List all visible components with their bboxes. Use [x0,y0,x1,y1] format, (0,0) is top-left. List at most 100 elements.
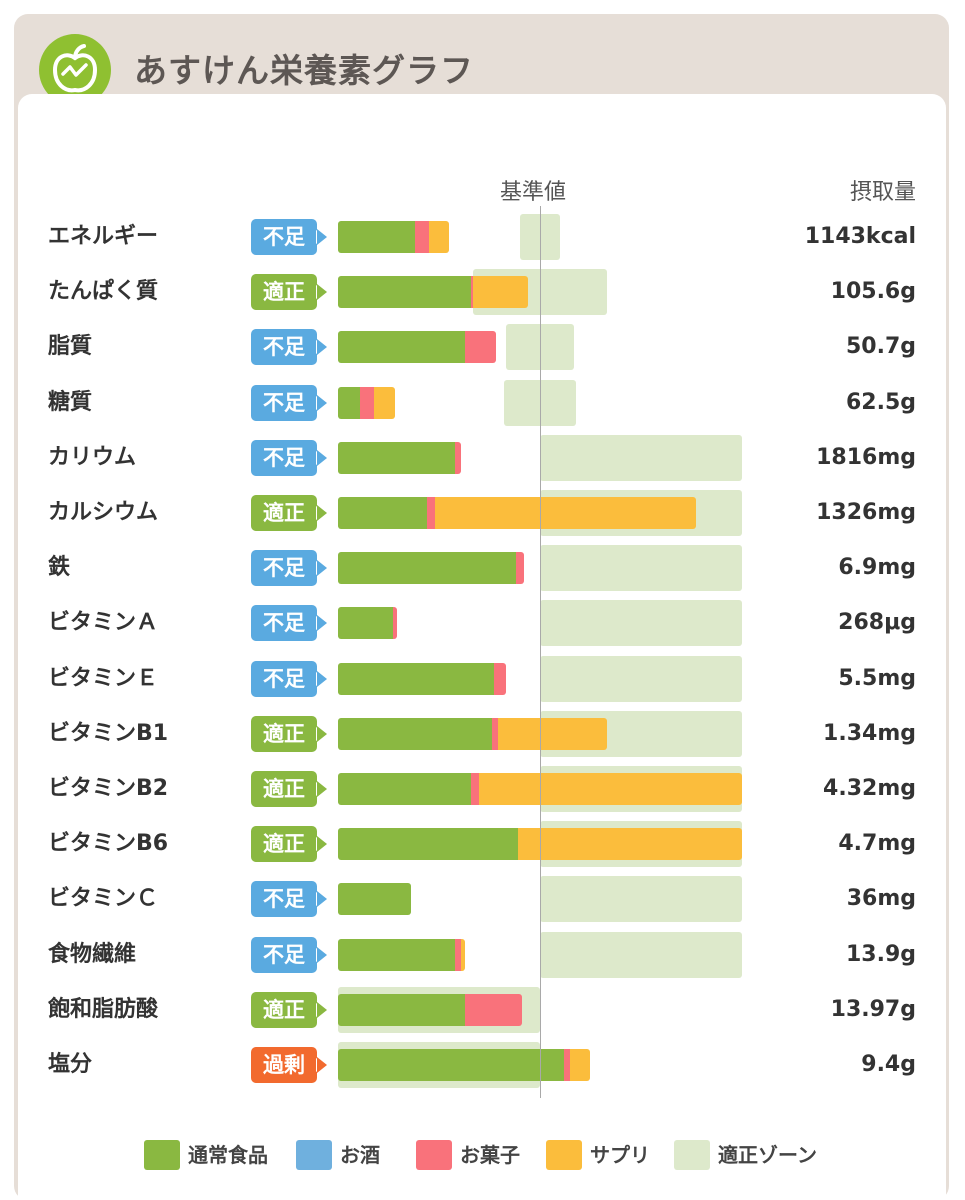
bar-segment-通常食品 [338,221,415,253]
nutrient-label: カルシウム [48,500,159,525]
bar-segment-お菓子 [360,387,375,419]
status-badge-tip [317,836,327,852]
legend-label: お酒 [340,1143,380,1167]
intake-value: 50.7g [845,334,916,359]
status-badge: 不足 [251,937,326,973]
reference-header: 基準値 [500,180,567,205]
status-badge-tip [317,726,327,742]
intake-value: 13.97g [830,997,916,1022]
bar-segment-通常食品 [338,773,472,805]
nutrient-label: カリウム [48,445,137,470]
nutrient-label: ビタミンB1 [48,721,169,746]
intake-value: 1.34mg [823,721,916,746]
bar-segment-通常食品 [338,331,466,363]
nutrient-label: たんぱく質 [48,279,159,304]
appropriate-zone [540,932,742,978]
legend-swatch [296,1140,332,1170]
intake-value: 6.9mg [838,555,916,580]
intake-value: 4.7mg [838,831,916,856]
appropriate-zone [540,545,742,591]
appropriate-zone [540,656,742,702]
status-badge-tip [317,947,327,963]
status-badge: 適正 [251,992,326,1028]
bar-segment-通常食品 [338,387,361,419]
bar-segment-お菓子 [455,442,462,474]
status-badge: 適正 [251,771,326,807]
status-badge-tip [317,671,327,687]
bar-segment-サプリ [434,497,696,529]
nutrient-label: ビタミンB6 [48,831,169,856]
status-badge: 適正 [251,716,326,752]
bar-segment-サプリ [570,1049,591,1081]
legend-swatch [546,1140,582,1170]
status-badge: 不足 [251,605,326,641]
status-badge: 適正 [251,495,326,531]
intake-value: 268μg [838,610,916,635]
intake-value: 62.5g [845,390,916,415]
nutrient-label: 鉄 [48,555,71,580]
graph-header: あすけん栄養素グラフ [14,14,949,106]
bar-segment-通常食品 [338,442,456,474]
intake-value: 9.4g [861,1052,916,1077]
nutrient-label: 糖質 [48,390,93,415]
bar-segment-お菓子 [493,663,506,695]
status-badge-tip [317,615,327,631]
reference-line [540,206,541,1098]
bar-segment-通常食品 [338,718,492,750]
bar-segment-お菓子 [471,773,480,805]
status-badge-tip [317,891,327,907]
status-badge: 不足 [251,219,326,255]
bar-segment-お菓子 [515,552,524,584]
status-badge-tip [317,284,327,300]
appropriate-zone [503,380,577,426]
legend-label: サプリ [590,1143,650,1167]
status-badge: 不足 [251,329,326,365]
bar-segment-通常食品 [338,994,466,1026]
status-badge-tip [317,1057,327,1073]
status-badge: 不足 [251,661,326,697]
legend-label: 適正ゾーン [718,1143,817,1167]
bar-segment-通常食品 [338,939,456,971]
appropriate-zone [519,214,561,260]
bar-segment-お菓子 [491,718,498,750]
bar-segment-サプリ [428,221,450,253]
nutrient-label: ビタミンＥ [48,666,159,691]
bar-segment-サプリ [497,718,607,750]
nutrient-label: ビタミンB2 [48,776,169,801]
status-badge: 適正 [251,826,326,862]
status-badge: 不足 [251,385,326,421]
appropriate-zone [540,600,742,646]
status-badge-tip [317,339,327,355]
intake-value: 4.32mg [823,776,916,801]
legend-label: 通常食品 [188,1143,268,1167]
bar-segment-お菓子 [465,331,496,363]
bar-segment-お菓子 [392,607,397,639]
status-badge-tip [317,229,327,245]
appropriate-zone [540,876,742,922]
legend-swatch [144,1140,180,1170]
nutrient-label: 塩分 [48,1052,93,1077]
status-badge: 過剰 [251,1047,326,1083]
bar-segment-お菓子 [564,1049,571,1081]
nutrient-label: エネルギー [48,224,159,249]
intake-value: 105.6g [830,279,916,304]
bar-segment-通常食品 [338,883,411,915]
bar-segment-サプリ [517,828,742,860]
bar-segment-通常食品 [338,552,516,584]
intake-header: 摂取量 [849,180,916,205]
bar-segment-お菓子 [414,221,429,253]
status-badge-tip [317,450,327,466]
status-badge-tip [317,505,327,521]
bar-segment-サプリ [479,773,742,805]
page-title: あすけん栄養素グラフ [134,51,474,90]
legend-swatch [674,1140,710,1170]
bar-segment-サプリ [461,939,466,971]
status-badge: 適正 [251,274,326,310]
bar-segment-お菓子 [426,497,435,529]
bar-segment-通常食品 [338,276,472,308]
status-badge-tip [317,781,327,797]
bar-segment-通常食品 [338,828,518,860]
bar-segment-通常食品 [338,663,494,695]
legend-swatch [416,1140,452,1170]
bar-segment-お菓子 [455,939,462,971]
